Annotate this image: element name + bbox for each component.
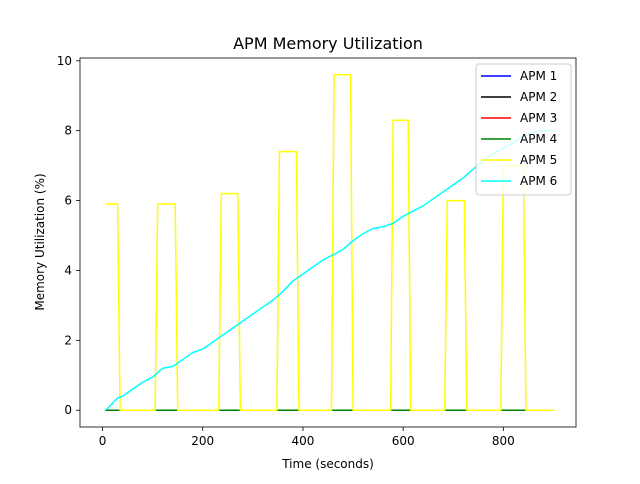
legend-label-apm-4: APM 4 <box>520 132 557 146</box>
series-line-apm-5 <box>105 74 554 411</box>
series-line-apm-6 <box>104 129 554 411</box>
y-tick-label: 2 <box>64 333 72 347</box>
y-tick-label: 4 <box>64 263 72 277</box>
y-tick-label: 0 <box>64 403 72 417</box>
x-axis-label: Time (seconds) <box>281 457 374 471</box>
legend: APM 1 APM 2 APM 3 APM 4 APM 5 APM 6 <box>475 63 572 196</box>
y-tick-label: 6 <box>64 194 72 208</box>
legend-label-apm-5: APM 5 <box>520 153 557 167</box>
axes-frame <box>79 57 577 428</box>
x-tick-label: 0 <box>99 434 107 448</box>
x-tick-label: 400 <box>291 434 314 448</box>
chart-title: APM Memory Utilization <box>233 34 423 53</box>
y-tick-label: 8 <box>64 124 72 138</box>
x-tick-label: 200 <box>191 434 214 448</box>
legend-label-apm-2: APM 2 <box>520 90 557 104</box>
legend-label-apm-3: APM 3 <box>520 111 557 125</box>
x-tick-label: 600 <box>392 434 415 448</box>
legend-label-apm-1: APM 1 <box>520 69 557 83</box>
y-tick-label: 10 <box>57 54 72 68</box>
y-axis-label: Memory Utilization (%) <box>33 173 47 310</box>
x-tick-label: 800 <box>492 434 515 448</box>
legend-label-apm-6: APM 6 <box>520 174 557 188</box>
plot-area <box>104 74 554 411</box>
